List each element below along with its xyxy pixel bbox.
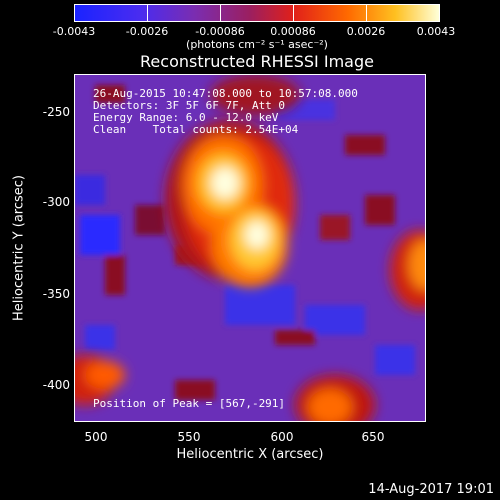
y-axis-label: Heliocentric Y (arcsec) [11,175,27,321]
colorbar-tick-label: 0.00086 [270,25,316,38]
colorbar-tick [74,4,75,22]
colorbar-tick-label: -0.0043 [52,25,96,38]
y-tick-label: -300 [42,195,70,209]
annotation-peak-position: Position of Peak = [567,-291] [93,397,286,410]
colorbar-tick [220,4,221,22]
colorbar-tick-label: -0.00086 [195,25,245,38]
x-axis-label: Heliocentric X (arcsec) [176,447,324,462]
image-title: Reconstructed RHESSI Image [140,52,374,71]
y-tick-label: -400 [42,378,70,392]
x-tick-label: 650 [361,430,385,444]
colorbar-tick [293,4,294,22]
colorbar-tick [439,4,440,22]
x-tick-label: 600 [270,430,294,444]
emission-source [165,120,295,287]
annotation-time-range: 26-Aug-2015 10:47:08.000 to 10:57:08.000 [93,87,358,100]
y-tick-label: -250 [42,105,70,119]
colorbar-tick-label: 0.0026 [346,25,386,38]
colorbar-units: (photons cm⁻² s⁻¹ asec⁻²) [186,38,328,51]
annotation-clean-counts: Clean Total counts: 2.54E+04 [93,123,299,136]
annotation-energy-range: Energy Range: 6.0 - 12.0 keV [93,111,279,124]
colorbar-tick-label: 0.0043 [416,25,456,38]
y-tick-label: -350 [42,287,70,301]
colorbar-tick [147,4,148,22]
colorbar-tick-label: -0.0026 [125,25,169,38]
rhessi-image: 26-Aug-2015 10:47:08.000 to 10:57:08.000… [74,74,426,422]
timestamp: 14-Aug-2017 19:01 [368,482,494,497]
rhessi-image-canvas [75,75,425,421]
emission-edges [75,75,425,421]
annotation-detectors: Detectors: 3F 5F 6F 7F, Att 0 [93,99,286,112]
colorbar [74,4,440,22]
x-tick-label: 550 [177,430,201,444]
x-tick-label: 500 [84,430,108,444]
colorbar-tick [366,4,367,22]
